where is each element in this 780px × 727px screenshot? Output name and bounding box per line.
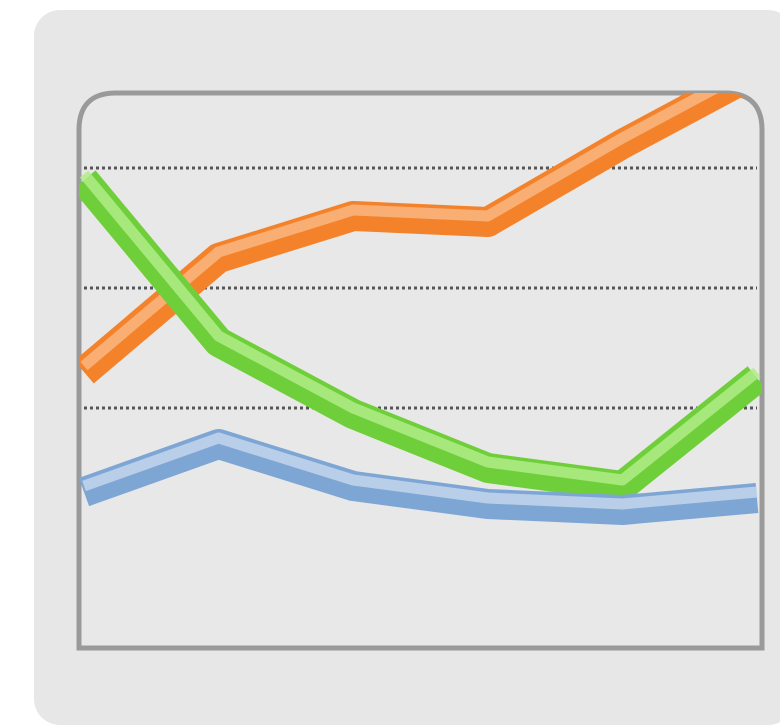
series-3-line: [79, 429, 759, 525]
series-3-highlight: [82, 432, 758, 510]
series-1-point-6: [756, 71, 758, 73]
series-2: [79, 170, 762, 501]
series-2-highlight: [79, 170, 761, 486]
series-3: [79, 429, 759, 525]
series-1-highlight: [80, 93, 760, 371]
series-1: [79, 71, 762, 384]
grid-lines: [84, 166, 757, 410]
plot-frame: [76, 90, 765, 651]
series-lines: [79, 71, 762, 525]
